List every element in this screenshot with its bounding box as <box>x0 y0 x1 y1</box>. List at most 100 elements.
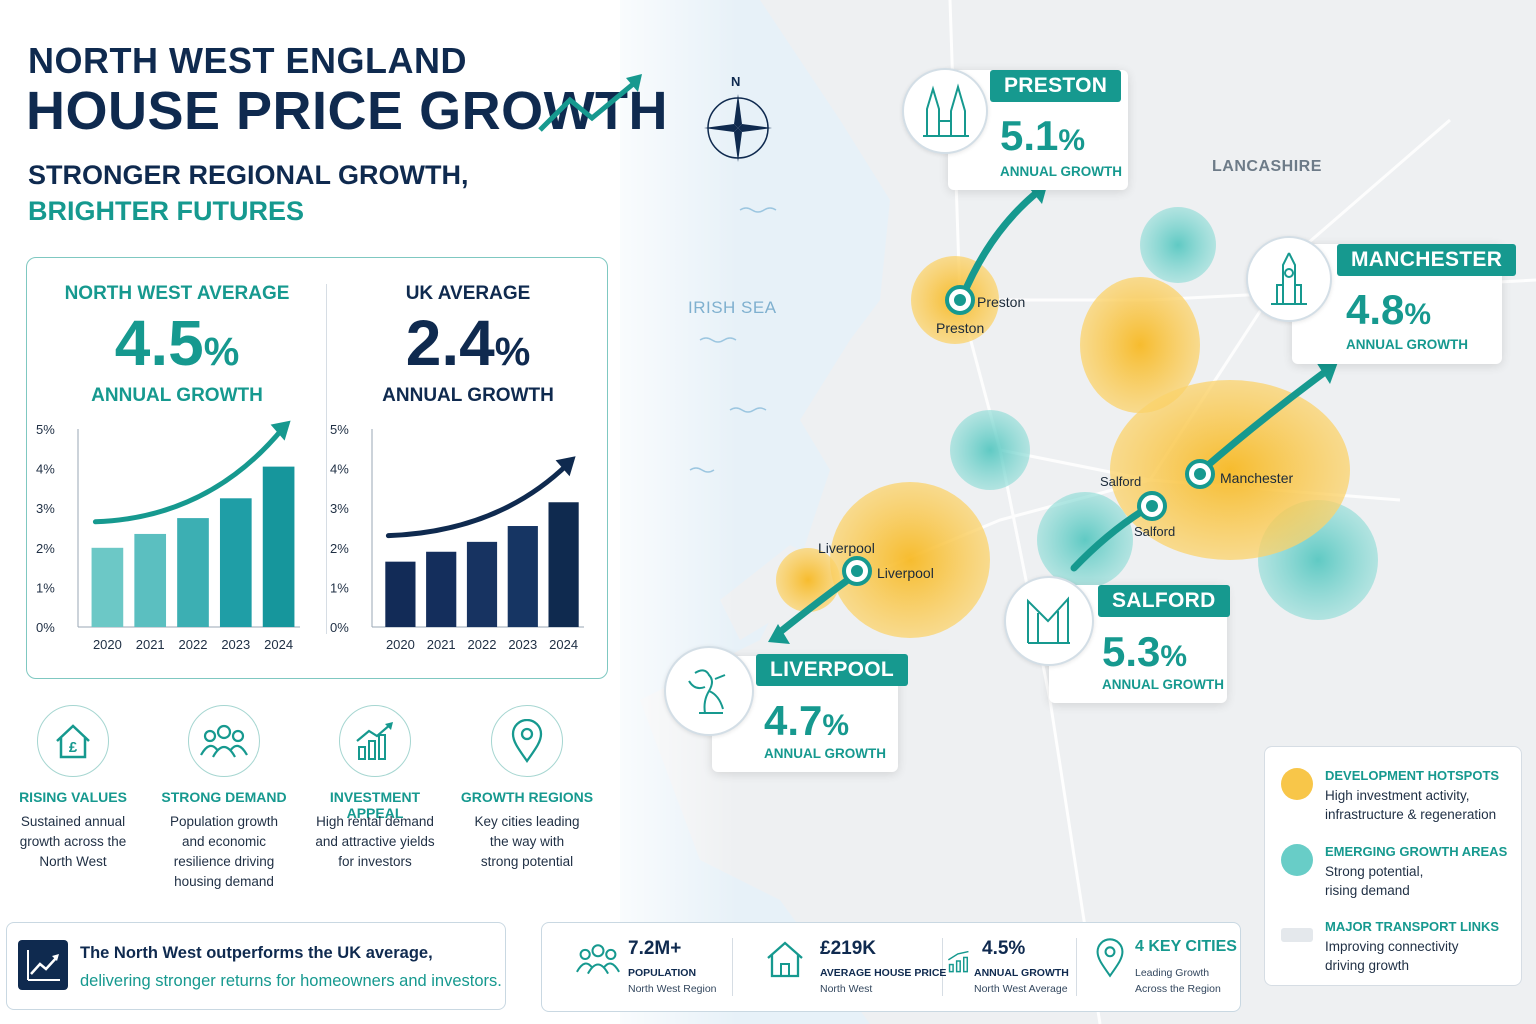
city-tag-salford: SALFORD <box>1098 585 1230 617</box>
stat-key-cities-label: Leading Growth <box>1135 967 1210 979</box>
features-row: £ RISING VALUES STRONG DEMAND INVESTMENT… <box>0 700 610 900</box>
stat-house-price-label: AVERAGE HOUSE PRICE <box>820 967 947 979</box>
feature-title-investment-appeal: INVESTMENT APPEAL <box>329 789 421 821</box>
legend-swatch-hotspots <box>1281 768 1313 800</box>
compass-rose-icon <box>704 94 772 162</box>
map-label-salford-2: Salford <box>1134 524 1176 539</box>
landmark-preston <box>902 68 988 154</box>
stat-population-sub: North West Region <box>628 983 717 995</box>
y-tick-label: 2% <box>330 541 349 556</box>
legend-text-hotspots: High investment activity, infrastructure… <box>1325 786 1496 824</box>
feature-title-growth-regions: GROWTH REGIONS <box>460 789 594 805</box>
growth-arrow-icon <box>538 74 642 132</box>
stat-growth-label: ANNUAL GROWTH <box>974 967 1069 979</box>
city-value-unit: % <box>822 709 850 742</box>
liver-bird-icon <box>688 669 726 714</box>
trend-arrow-head <box>555 456 576 477</box>
trend-chart-icon-graphic <box>27 950 60 981</box>
trend-chart-icon <box>18 940 68 990</box>
legend-title-emerging: EMERGING GROWTH AREAS <box>1325 844 1508 859</box>
chart-bar-2021 <box>426 551 457 627</box>
compass: N <box>700 74 776 164</box>
city-tag-liverpool: LIVERPOOL <box>756 654 909 686</box>
legend-title-hotspots: DEVELOPMENT HOTSPOTS <box>1325 768 1500 783</box>
stat-key-cities-sub: Across the Region <box>1135 983 1221 995</box>
house-icon <box>767 941 803 978</box>
city-value-number: 4.7 <box>764 697 823 744</box>
y-tick-label: 1% <box>36 580 55 595</box>
y-tick-label: 3% <box>330 501 349 516</box>
map-label-liverpool-2: Liverpool <box>818 540 875 556</box>
city-value-unit: % <box>1160 640 1188 673</box>
chart-bar-2022 <box>466 541 498 627</box>
feature-desc-growth-regions: Key cities leading the way with strong p… <box>452 812 602 872</box>
chart-bar-2024 <box>262 466 295 627</box>
y-tick-label: 0% <box>36 620 55 635</box>
chart-bar-2023 <box>507 526 538 627</box>
feature-desc-line: for investors <box>338 854 412 869</box>
legend-text-transport: Improving connectivity driving growth <box>1325 937 1459 975</box>
nw-average-label: NORTH WEST AVERAGE <box>64 283 290 304</box>
nw-average-value: 4.5% <box>32 306 322 380</box>
compass-north-label: N <box>731 74 741 89</box>
x-tick-label: 2024 <box>264 637 293 652</box>
y-tick-label: 5% <box>36 422 55 437</box>
feature-desc-line: Population growth <box>169 814 279 829</box>
stat-house-price-sub: North West <box>820 983 873 995</box>
city-tag-manchester: MANCHESTER <box>1337 244 1517 276</box>
summary-banner <box>6 922 506 1010</box>
feature-desc-line: housing demand <box>174 874 274 889</box>
city-value-number: 4.8 <box>1346 286 1405 333</box>
chart-bar-2020 <box>91 547 124 627</box>
region-label-lancashire: LANCASHIRE <box>1212 158 1322 175</box>
city-value-unit: % <box>1058 124 1086 157</box>
people-group-icon <box>200 724 248 758</box>
chart-bar-2022 <box>177 518 209 627</box>
stats-divider <box>732 938 733 996</box>
feature-title-rising-values: RISING VALUES <box>19 789 127 805</box>
feature-desc-line: growth across the <box>19 834 127 849</box>
uk-bar-chart: 0% 1% 2% 3% 4% 5% 2020 2021 2022 2023 2024 <box>330 422 584 652</box>
uk-average-value: 2.4% <box>323 306 613 380</box>
chart-bar-2023 <box>219 498 252 627</box>
x-tick-label: 2021 <box>136 637 165 652</box>
city-markers <box>842 285 1215 586</box>
chart-bar-2024 <box>548 502 579 627</box>
feature-desc-line: the way with <box>489 834 565 849</box>
feature-icon-strong-demand <box>188 705 260 777</box>
uk-average-number: 2.4 <box>405 307 495 379</box>
x-tick-label: 2021 <box>427 637 456 652</box>
x-tick-label: 2022 <box>468 637 497 652</box>
legend-line: driving growth <box>1325 958 1410 973</box>
uk-average-sub: ANNUAL GROWTH <box>382 385 554 406</box>
y-tick-label: 2% <box>36 541 55 556</box>
feature-desc-line: and economic <box>181 834 267 849</box>
bar-chart-growth-icon <box>356 722 393 760</box>
feature-desc-investment-appeal: High rental demand and attractive yields… <box>300 812 450 872</box>
x-tick-label: 2024 <box>549 637 578 652</box>
feature-desc-line: North West <box>39 854 107 869</box>
legend-line: Strong potential, <box>1325 864 1424 879</box>
landmark-manchester <box>1246 236 1332 322</box>
city-tag-preston: PRESTON <box>990 70 1122 102</box>
landmark-liverpool <box>664 646 754 736</box>
trend-arrow <box>92 426 286 525</box>
nw-average-number: 4.5 <box>114 307 204 379</box>
map-label-liverpool: Liverpool <box>877 565 934 581</box>
feature-desc-line: Key cities leading <box>474 814 580 829</box>
modern-building-icon <box>1027 596 1070 644</box>
subtitle-line1: STRONGER REGIONAL GROWTH, <box>28 160 469 190</box>
feature-icon-growth-regions <box>491 705 563 777</box>
x-tick-label: 2020 <box>93 637 122 652</box>
stat-growth-sub: North West Average <box>974 983 1068 995</box>
nw-average-unit: % <box>203 330 240 374</box>
legend-line: Improving connectivity <box>1325 939 1459 954</box>
feature-icon-investment-appeal <box>339 705 411 777</box>
stats-divider <box>1076 938 1077 996</box>
sea-label: IRISH SEA <box>688 298 777 317</box>
bar-chart-growth-icon <box>947 950 969 973</box>
city-value-number: 5.3 <box>1102 628 1161 675</box>
city-value-liverpool: 4.7% <box>764 697 849 745</box>
uk-average-label: UK AVERAGE <box>405 283 531 304</box>
y-tick-label: 0% <box>330 620 349 635</box>
